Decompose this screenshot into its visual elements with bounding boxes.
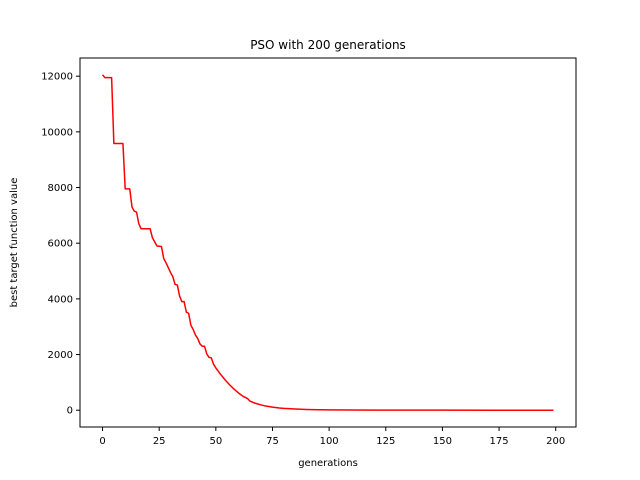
chart-title: PSO with 200 generations: [250, 38, 406, 52]
y-axis-label: best target function value: [9, 178, 20, 308]
x-tick-label: 0: [99, 436, 105, 447]
axes-frame: [79, 57, 577, 428]
series-line: [101, 74, 554, 411]
x-tick-label: 100: [320, 436, 339, 447]
x-tick-label: 125: [376, 436, 395, 447]
x-tick-label: 75: [266, 436, 279, 447]
y-tick-label: 0: [67, 406, 73, 417]
y-tick-label: 8000: [48, 183, 73, 194]
x-axis-label: generations: [298, 458, 358, 469]
x-tick-label: 175: [490, 436, 509, 447]
y-axis-ticks: 0 2000 4000 6000 8000 10000 12000: [41, 72, 80, 417]
y-tick-label: 4000: [48, 294, 73, 305]
y-tick-label: 2000: [48, 350, 73, 361]
x-tick-label: 150: [433, 436, 452, 447]
x-tick-label: 50: [209, 436, 222, 447]
y-tick-label: 6000: [48, 239, 73, 250]
x-tick-label: 200: [546, 436, 565, 447]
y-tick-label: 12000: [41, 72, 73, 83]
x-tick-label: 25: [153, 436, 166, 447]
series-layer: [101, 74, 554, 411]
y-tick-label: 10000: [41, 127, 73, 138]
x-axis-ticks: 0 25 50 75 100 125 150 175 200: [99, 427, 565, 447]
